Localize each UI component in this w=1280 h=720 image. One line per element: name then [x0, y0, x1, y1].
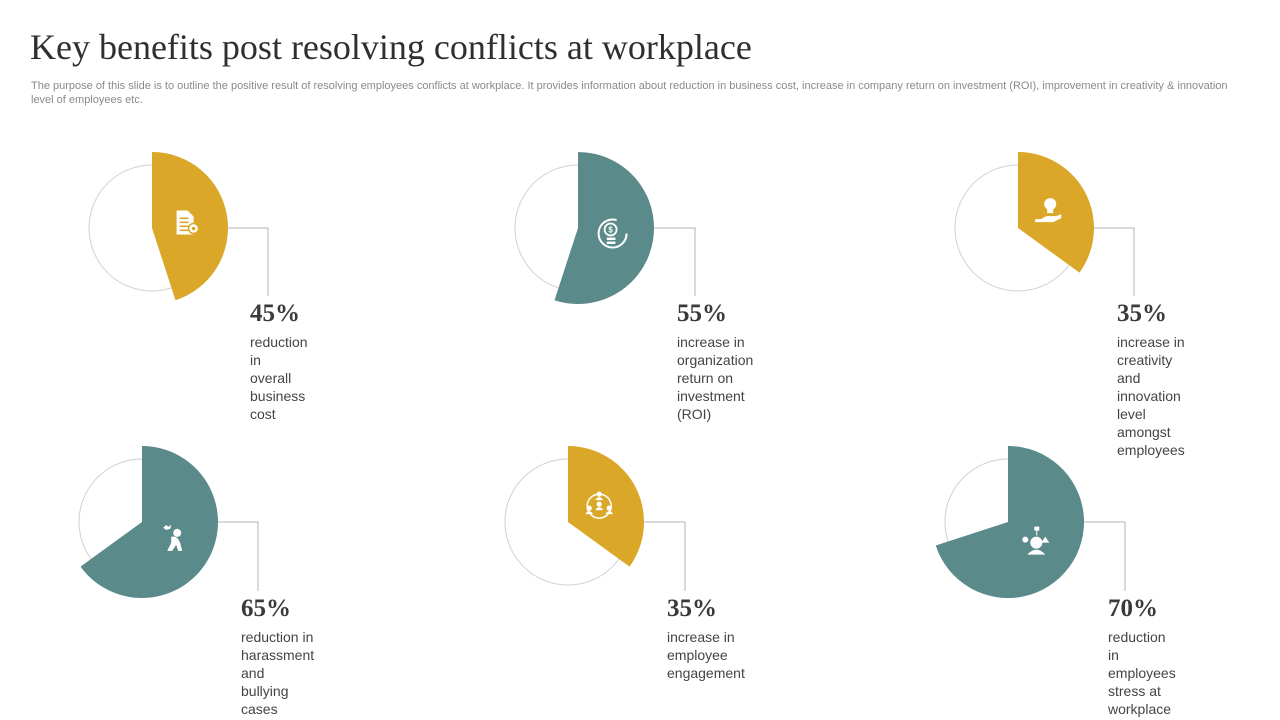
kpi-description: reduction in harassment and bullying cas… — [241, 629, 315, 717]
team-network-icon — [585, 491, 614, 519]
kpi-description: increase in employee engagement — [667, 629, 745, 681]
page-title: Key benefits post resolving conflicts at… — [30, 27, 752, 67]
lightbulb-hand-icon — [1035, 198, 1062, 223]
kpi-percentage: 45% — [250, 300, 300, 327]
pie-slice — [80, 446, 218, 598]
distressed-person-icon — [163, 524, 183, 551]
page-subtitle: The purpose of this slide is to outline … — [31, 80, 1228, 106]
kpi-description: reduction in overall business cost — [250, 334, 308, 422]
svg-text:$: $ — [608, 226, 613, 235]
leader-line — [1094, 227, 1135, 296]
leader-line — [218, 521, 259, 591]
leader-line — [1084, 521, 1126, 591]
kpi-description: increase in creativity and innovation le… — [1117, 334, 1185, 458]
stressed-head-icon — [1022, 526, 1050, 555]
document-settings-icon — [176, 210, 200, 235]
leader-line — [654, 227, 696, 296]
kpi-percentage: 35% — [1117, 300, 1167, 327]
pie-slice — [1018, 152, 1095, 273]
pie-slice — [935, 446, 1084, 598]
kpi-description: reduction in employees stress at workpla… — [1108, 629, 1176, 717]
kpi-percentage: 55% — [677, 300, 727, 327]
leader-line — [644, 521, 686, 591]
kpi-percentage: 65% — [241, 595, 291, 622]
pie-slice — [568, 446, 645, 567]
coin-refresh-icon: $ — [597, 218, 628, 249]
kpi-percentage: 70% — [1108, 595, 1158, 622]
kpi-percentage: 35% — [667, 595, 717, 622]
leader-line — [228, 227, 269, 296]
kpi-description: increase in organization return on inves… — [677, 334, 754, 422]
